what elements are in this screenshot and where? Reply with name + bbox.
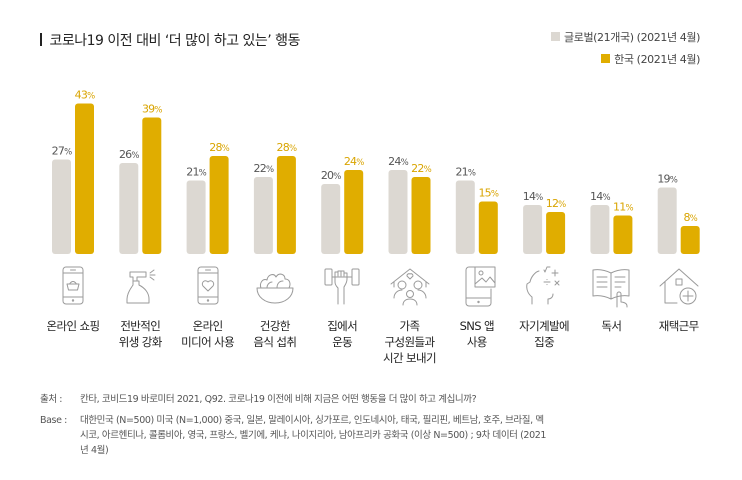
category-label-line: 집중 xyxy=(534,335,555,349)
category-label-line: 자기계발에 xyxy=(519,319,570,333)
chart-title-text: 코로나19 이전 대비 ‘더 많이 하고 있는’ 행동 xyxy=(49,33,301,49)
bar-korea-9 xyxy=(613,215,633,254)
legend-swatch-korea xyxy=(601,54,611,63)
bar-korea-8 xyxy=(546,212,566,254)
category-label-line: 시간 보내기 xyxy=(383,351,437,365)
head-math-icon xyxy=(522,264,566,308)
legend: 글로벌(21개국) (2021년 4월) 한국 (2021년 4월) xyxy=(551,30,700,74)
value-label-global-8: 14% xyxy=(523,190,543,203)
base-key: Base : xyxy=(40,415,67,426)
category-label-line: 운동 xyxy=(332,335,353,349)
source-text: 칸타, 코비드19 바로미터 2021, Q92. 코로나19 이전에 비해 지… xyxy=(80,394,477,405)
legend-label-korea: 한국 (2021년 4월) xyxy=(614,53,700,66)
source-key: 출처 : xyxy=(40,394,63,405)
bar-chart: 27%43%26%39%21%28%22%28%20%24% 24% 22% 21%1… xyxy=(52,89,700,254)
category-label-10: 재택근무 xyxy=(644,318,714,334)
title-marker xyxy=(40,33,42,46)
value-label-global-1: 27% xyxy=(52,145,72,158)
value-label-korea-10: 8% xyxy=(683,211,697,224)
smartphone-shopping-basket-icon xyxy=(51,264,95,308)
value-label-global-5: 20% xyxy=(321,169,341,182)
category-label-line: 구성원들과 xyxy=(384,335,436,349)
value-label-korea-4: 28% xyxy=(277,141,297,154)
bar-global-5 xyxy=(321,184,341,254)
category-label-line: SNS 앱 xyxy=(459,319,495,333)
bar-korea-2 xyxy=(142,117,162,254)
category-label-line: 미디어 사용 xyxy=(181,335,235,349)
category-label-line: 건강한 xyxy=(259,319,291,333)
category-label-line: 집에서 xyxy=(327,319,358,333)
chart-title: 코로나19 이전 대비 ‘더 많이 하고 있는’ 행동 xyxy=(40,30,300,50)
category-label-line: 온라인 xyxy=(192,319,224,333)
legend-swatch-global xyxy=(551,32,560,41)
bar-global-9 xyxy=(590,205,610,254)
footnotes: 출처 : 칸타, 코비드19 바로미터 2021, Q92. 코로나19 이전에… xyxy=(40,392,550,464)
category-label-9: 독서 xyxy=(576,318,646,334)
category-label-line: 전반적인 xyxy=(120,319,161,333)
value-label-global-7: 21% xyxy=(455,166,475,179)
bar-global-10 xyxy=(657,187,677,254)
bar-global-4 xyxy=(253,177,273,254)
value-label-korea-3: 28% xyxy=(209,141,229,154)
salad-bowl-icon xyxy=(253,264,297,308)
value-label-global-6: 24% xyxy=(388,155,408,168)
smartphone-heart-icon xyxy=(186,264,230,308)
value-label-global-2: 26% xyxy=(119,148,139,161)
category-label-line: 가족 xyxy=(399,319,421,333)
house-plus-icon xyxy=(657,264,701,308)
bar-global-2 xyxy=(119,163,139,254)
bar-korea-6 xyxy=(411,177,431,254)
value-label-korea-6: 22% xyxy=(411,162,431,175)
legend-item-korea: 한국 (2021년 4월) xyxy=(551,52,700,74)
value-label-korea-7: 15% xyxy=(478,187,498,200)
value-label-global-9: 14% xyxy=(590,190,610,203)
open-book-icon xyxy=(589,264,633,308)
value-label-global-4: 22% xyxy=(254,162,274,175)
tablet-image-icon xyxy=(455,264,499,308)
bar-korea-5 xyxy=(344,170,364,254)
value-label-global-10: 19% xyxy=(657,173,677,186)
category-label-line: 온라인 쇼핑 xyxy=(46,319,101,333)
bar-global-8 xyxy=(523,205,543,254)
bar-korea-1 xyxy=(75,103,94,254)
bar-global-3 xyxy=(186,180,206,254)
category-label-line: 재택근무 xyxy=(658,319,700,333)
bar-global-1 xyxy=(52,159,71,254)
legend-item-global: 글로벌(21개국) (2021년 4월) xyxy=(551,30,700,52)
category-label-line: 독서 xyxy=(601,319,622,333)
base-text: 대한민국 (N=500) 미국 (N=1,000) 중국, 일본, 말레이시아,… xyxy=(80,415,546,456)
bar-global-7 xyxy=(455,180,475,254)
category-label-line: 위생 강화 xyxy=(118,335,163,349)
value-label-global-3: 21% xyxy=(186,166,206,179)
category-label-line: 사용 xyxy=(466,335,488,349)
category-label-line: 음식 섭취 xyxy=(253,335,297,349)
value-label-korea-1: 43% xyxy=(75,89,95,102)
bar-korea-3 xyxy=(209,156,229,254)
bar-korea-4 xyxy=(276,156,296,254)
value-label-korea-2: 39% xyxy=(142,103,162,116)
bar-korea-7 xyxy=(478,201,498,254)
base-note: Base : 대한민국 (N=500) 미국 (N=1,000) 중국, 일본,… xyxy=(40,413,550,458)
legend-label-global: 글로벌(21개국) (2021년 4월) xyxy=(564,31,700,44)
bar-global-6 xyxy=(388,170,408,254)
source-note: 출처 : 칸타, 코비드19 바로미터 2021, Q92. 코로나19 이전에… xyxy=(40,392,550,407)
bar-korea-10 xyxy=(680,226,700,254)
spray-bottle-icon xyxy=(118,264,162,308)
value-label-korea-5: 24% xyxy=(344,155,364,168)
value-label-korea-8: 12% xyxy=(546,197,566,210)
family-house-icon xyxy=(388,264,432,308)
value-label-korea-9: 11% xyxy=(613,201,633,214)
category-label-1: 온라인 쇼핑 xyxy=(38,318,108,334)
dumbbell-hand-icon xyxy=(320,264,364,308)
